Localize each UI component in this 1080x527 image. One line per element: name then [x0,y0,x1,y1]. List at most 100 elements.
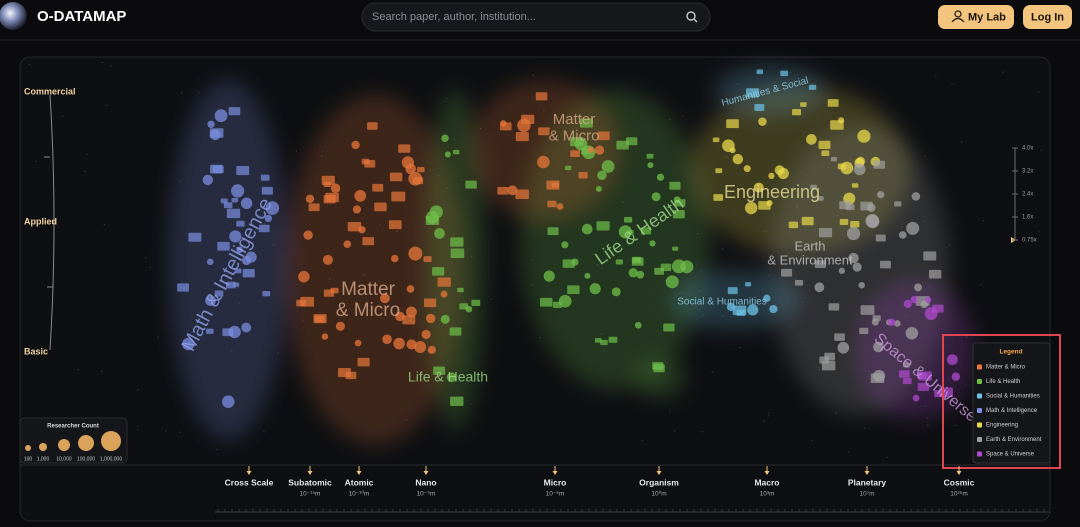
topic-icon [848,252,859,264]
topic-icon [408,246,423,261]
topic-icon [450,237,464,247]
star [110,65,113,67]
size-sample [25,445,31,451]
researcher-count-title: Researcher Count [47,424,99,430]
topic-icon [872,315,881,322]
logo-icon[interactable] [0,2,27,30]
user-icon [951,10,965,23]
region-label: Matter [341,279,396,300]
star [682,115,684,117]
topic-icon [581,223,593,235]
topic-icon [217,241,230,251]
topic-icon [810,184,818,190]
region-label: Earth [794,238,825,253]
topic-icon [818,140,831,150]
topic-icon [389,172,403,182]
topic-icon [236,220,245,227]
topic-icon [821,360,836,371]
topic-icon [323,289,335,297]
star [982,220,984,222]
topic-icon [406,339,417,350]
topic-icon [654,267,664,275]
topic-icon [634,321,642,329]
topic-icon [850,221,860,228]
star [641,439,643,441]
star [927,424,929,426]
topic-icon [323,181,331,188]
topic-icon [382,334,392,345]
star [136,429,139,431]
topic-icon [902,378,912,385]
topic-icon [818,228,833,238]
scale-size: 10²⁶m [950,491,968,498]
star [949,244,951,246]
topic-icon [298,270,310,283]
topic-icon [220,198,228,204]
topic-icon [652,362,664,370]
star [216,448,218,451]
topic-icon [856,156,866,166]
star [263,431,265,433]
legend-label: Engineering [986,423,1018,429]
star [106,104,108,106]
topic-icon [547,227,559,236]
login-button[interactable] [1023,5,1072,29]
scale-arrow-head [864,471,870,475]
star [811,439,813,441]
topic-icon [432,267,445,276]
region-label: Matter [553,111,596,128]
highlight-box [942,334,1061,469]
topic-icon [507,185,518,196]
topic-icon [641,227,652,235]
topic-icon [343,240,352,249]
topic-icon [362,237,375,246]
region-label: Engineering [724,182,820,202]
topic-icon [596,221,610,231]
topic-icon [872,369,886,382]
topic-icon [354,339,362,347]
topic-icon [587,146,595,154]
star [532,74,534,76]
topic-icon [515,132,529,142]
topic-icon [838,117,845,124]
region-blob [715,65,825,115]
legend-swatch [977,451,982,457]
topic-icon [222,395,235,408]
region-blob [168,80,288,440]
search-placeholder: Search paper, author, institution... [372,11,536,23]
topic-icon [713,194,724,201]
size-label: 1,000,000 [100,456,122,462]
topic-icon [429,205,443,219]
scale-name: Nano [415,477,436,487]
topic-icon [923,251,937,261]
topic-icon [680,260,694,274]
star [62,115,64,117]
topic-icon [597,170,607,181]
topic-icon [521,114,535,124]
star [198,92,200,94]
topic-icon [260,174,270,181]
legend-swatch [977,422,982,428]
topic-icon [669,181,681,190]
topic-icon [911,192,921,201]
topic-icon [236,166,250,176]
region-label: Life & Health [408,369,488,385]
topic-icon [918,371,932,381]
logo-text[interactable]: O-DATAMAP [37,8,126,25]
star [767,415,770,417]
scale-size: 10⁰m [651,490,666,498]
topic-icon [830,157,838,162]
star [886,456,888,458]
topic-icon [440,314,450,324]
star [954,424,956,426]
topic-icon [303,230,313,240]
topic-icon [893,320,901,327]
topic-icon [214,109,228,123]
topic-icon [441,134,449,142]
search-box[interactable] [361,2,711,32]
topic-icon [546,180,560,190]
topic-icon [768,172,775,180]
search-icon[interactable] [686,11,698,23]
star [924,155,926,157]
topic-icon [358,226,366,234]
